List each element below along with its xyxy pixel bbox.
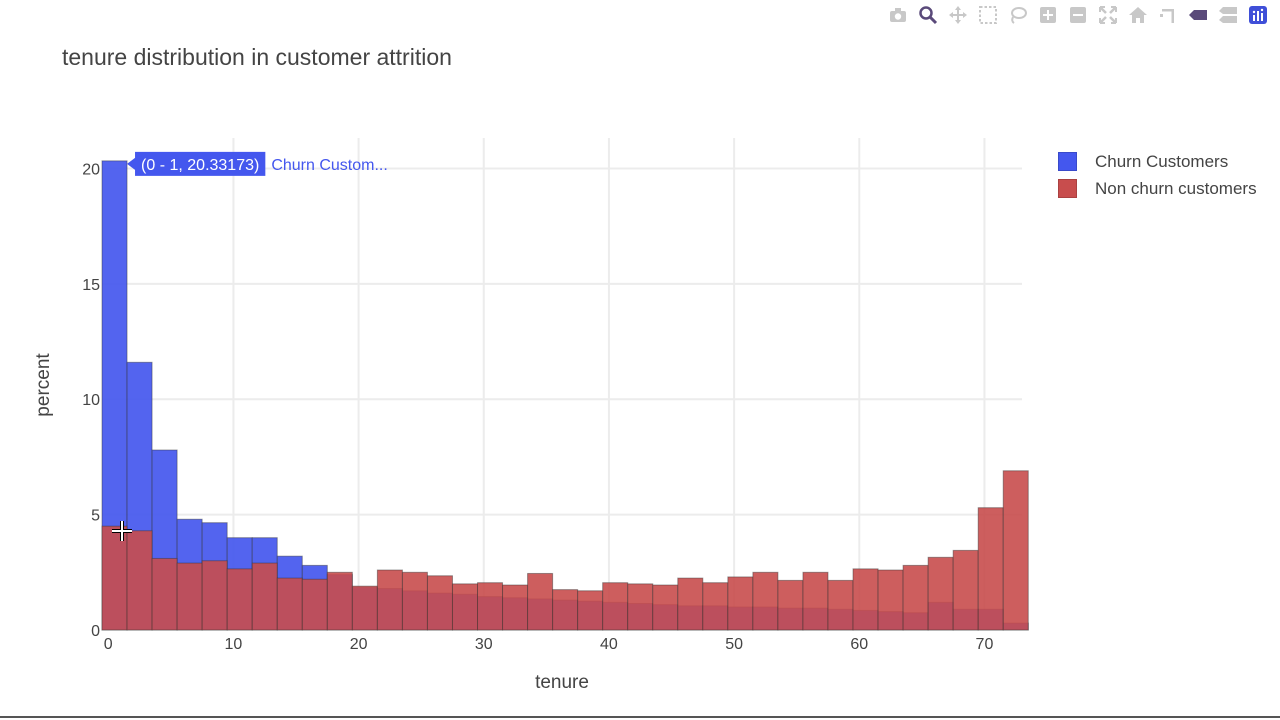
histogram-bar[interactable] [226,568,253,631]
legend-item-non-churn[interactable]: Non churn customers [1058,175,1257,202]
y-axis-title: percent [33,353,54,417]
legend-swatch-non-churn [1058,179,1077,198]
histogram-bar[interactable] [777,579,804,631]
histogram-bar[interactable] [201,560,228,631]
histogram-bar[interactable] [902,564,929,631]
histogram-bar[interactable] [451,583,479,631]
hover-compare-icon[interactable] [1216,4,1240,26]
histogram-bar[interactable] [301,578,328,631]
chart-title: tenure distribution in customer attritio… [62,44,452,70]
histogram-bar[interactable] [351,585,378,631]
histogram-bar[interactable] [802,571,829,631]
histogram-bar[interactable] [376,569,403,631]
spike-lines-icon[interactable] [1156,4,1180,26]
histogram-bar[interactable] [952,549,979,631]
histogram-bar[interactable] [702,582,729,631]
reset-axes-icon[interactable] [1126,4,1150,26]
y-tick-label: 0 [91,623,100,640]
histogram-bar[interactable] [727,576,754,631]
series-churn-customers [101,160,1029,631]
camera-icon[interactable] [886,4,910,26]
legend-label-churn: Churn Customers [1095,151,1229,171]
box-select-icon[interactable] [976,4,1000,26]
histogram-bar[interactable] [502,584,529,631]
histogram-bar[interactable] [827,579,854,631]
histogram-bar[interactable] [852,568,879,631]
histogram-bar[interactable] [752,571,779,631]
legend-item-churn[interactable]: Churn Customers [1058,148,1257,175]
hover-tooltip-box [127,151,266,176]
histogram-bar[interactable] [652,584,679,631]
histogram-bar[interactable] [1002,470,1029,631]
hover-tooltip: (0 - 1, 20.33173) Churn Custom... [127,151,388,176]
histogram-bar[interactable] [877,569,904,631]
histogram-bar[interactable] [602,582,629,631]
hover-tooltip-value: (0 - 1, 20.33173) [141,157,259,174]
x-tick-label: 20 [350,636,368,653]
lasso-icon[interactable] [1006,4,1030,26]
plotly-logo-icon[interactable] [1246,4,1270,26]
modebar [886,4,1270,26]
frame-bottom-border [0,716,1280,718]
histogram-bar[interactable] [552,589,579,631]
x-tick-label: 10 [225,636,243,653]
x-tick-label: 60 [850,636,868,653]
autoscale-icon[interactable] [1096,4,1120,26]
legend: Churn Customers Non churn customers [1058,148,1257,202]
x-tick-labels: 0 10 20 30 40 50 60 70 [104,636,994,653]
zoom-in-icon[interactable] [1036,4,1060,26]
y-tick-label: 10 [82,392,100,409]
y-tick-label: 15 [82,277,100,294]
histogram-bar[interactable] [927,556,954,631]
x-tick-label: 30 [475,636,493,653]
histogram-bar[interactable] [477,582,504,631]
x-tick-label: 40 [600,636,618,653]
x-tick-label: 70 [976,636,994,653]
histogram-bar[interactable] [426,575,453,631]
histogram-bar[interactable] [527,572,554,631]
zoom-icon[interactable] [916,4,940,26]
x-tick-label: 0 [104,636,113,653]
histogram-bar[interactable] [126,530,153,631]
legend-label-non-churn: Non churn customers [1095,178,1257,198]
y-tick-label: 5 [91,508,100,525]
zoom-out-icon[interactable] [1066,4,1090,26]
histogram-bar[interactable] [577,590,604,631]
y-tick-label: 20 [82,161,100,178]
histogram-bar[interactable] [101,525,128,631]
y-tick-labels: 0 5 10 15 20 [82,161,100,640]
histogram-bar[interactable] [326,571,353,631]
histogram-bar[interactable] [176,562,203,631]
histogram-bar[interactable] [401,571,428,631]
series-non-churn-customers [101,470,1029,631]
histogram-bar[interactable] [677,577,704,631]
crosshair-cursor-icon [112,521,132,541]
pan-icon[interactable] [946,4,970,26]
legend-swatch-churn [1058,152,1077,171]
histogram-bar[interactable] [977,507,1004,631]
histogram-bar[interactable] [151,557,178,631]
histogram-bar[interactable] [251,562,278,631]
hover-closest-icon[interactable] [1186,4,1210,26]
x-axis-title: tenure [535,672,589,693]
histogram-bar[interactable] [627,583,654,631]
histogram-bar[interactable] [276,577,303,631]
x-tick-label: 50 [725,636,743,653]
hover-tooltip-series: Churn Custom... [271,157,387,174]
